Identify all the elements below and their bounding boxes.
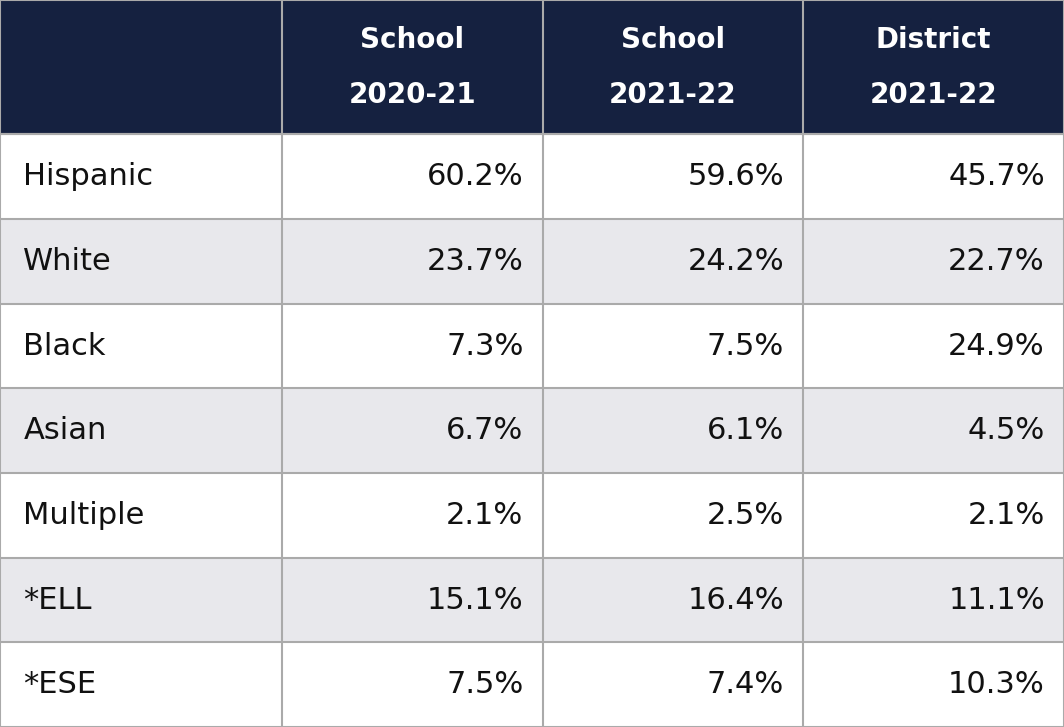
Bar xyxy=(282,558,543,643)
Bar xyxy=(803,388,1064,473)
Bar xyxy=(282,134,543,219)
Text: 22.7%: 22.7% xyxy=(948,247,1045,276)
Bar xyxy=(803,643,1064,727)
Text: 10.3%: 10.3% xyxy=(948,670,1045,699)
Bar xyxy=(803,219,1064,304)
Bar xyxy=(0,473,282,558)
Text: 45.7%: 45.7% xyxy=(948,162,1045,191)
Bar xyxy=(543,0,803,134)
Bar xyxy=(803,558,1064,643)
Text: 24.2%: 24.2% xyxy=(687,247,784,276)
Bar xyxy=(0,558,282,643)
Text: Multiple: Multiple xyxy=(23,501,145,530)
Text: 7.5%: 7.5% xyxy=(706,332,784,361)
Bar xyxy=(0,304,282,388)
Text: Hispanic: Hispanic xyxy=(23,162,153,191)
Text: School: School xyxy=(621,25,725,54)
Text: 16.4%: 16.4% xyxy=(687,585,784,614)
Bar xyxy=(282,0,543,134)
Text: 2.5%: 2.5% xyxy=(706,501,784,530)
Bar xyxy=(0,134,282,219)
Text: 24.9%: 24.9% xyxy=(948,332,1045,361)
Text: 7.3%: 7.3% xyxy=(446,332,523,361)
Bar xyxy=(282,304,543,388)
Bar xyxy=(543,558,803,643)
Text: *ESE: *ESE xyxy=(23,670,97,699)
Text: 6.1%: 6.1% xyxy=(706,417,784,445)
Bar xyxy=(543,473,803,558)
Bar xyxy=(543,304,803,388)
Text: 2021-22: 2021-22 xyxy=(870,81,997,109)
Text: 59.6%: 59.6% xyxy=(687,162,784,191)
Bar xyxy=(543,134,803,219)
Text: 6.7%: 6.7% xyxy=(446,417,523,445)
Text: School: School xyxy=(361,25,464,54)
Bar xyxy=(282,473,543,558)
Text: Asian: Asian xyxy=(23,417,106,445)
Text: Black: Black xyxy=(23,332,106,361)
Bar xyxy=(282,388,543,473)
Text: 15.1%: 15.1% xyxy=(427,585,523,614)
Bar xyxy=(803,304,1064,388)
Bar xyxy=(543,388,803,473)
Bar xyxy=(543,219,803,304)
Text: 23.7%: 23.7% xyxy=(427,247,523,276)
Text: White: White xyxy=(23,247,112,276)
Text: District: District xyxy=(876,25,992,54)
Text: 7.5%: 7.5% xyxy=(446,670,523,699)
Text: 11.1%: 11.1% xyxy=(948,585,1045,614)
Bar xyxy=(803,0,1064,134)
Bar xyxy=(803,134,1064,219)
Text: 7.4%: 7.4% xyxy=(706,670,784,699)
Bar xyxy=(543,643,803,727)
Text: 2021-22: 2021-22 xyxy=(610,81,736,109)
Bar xyxy=(803,473,1064,558)
Bar xyxy=(0,388,282,473)
Text: 2.1%: 2.1% xyxy=(967,501,1045,530)
Text: 2020-21: 2020-21 xyxy=(349,81,476,109)
Bar xyxy=(0,643,282,727)
Bar xyxy=(0,0,282,134)
Text: *ELL: *ELL xyxy=(23,585,92,614)
Bar xyxy=(0,219,282,304)
Text: 2.1%: 2.1% xyxy=(446,501,523,530)
Text: 60.2%: 60.2% xyxy=(427,162,523,191)
Text: 4.5%: 4.5% xyxy=(967,417,1045,445)
Bar xyxy=(282,643,543,727)
Bar xyxy=(282,219,543,304)
